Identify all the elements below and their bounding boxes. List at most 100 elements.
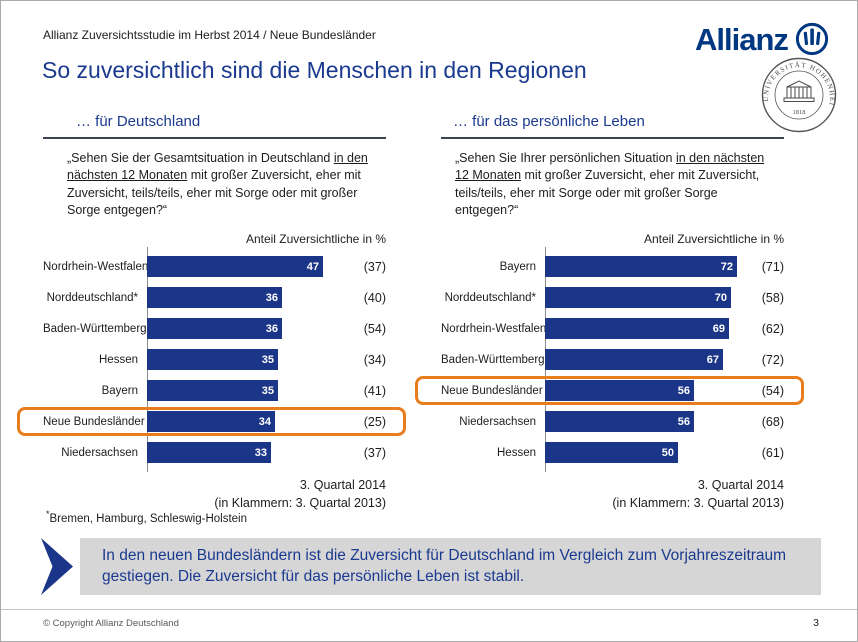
seal-year: 1818 <box>793 109 806 116</box>
bar-value-label: 56 <box>677 384 690 397</box>
chart-note: 3. Quartal 2014 (in Klammern: 3. Quartal… <box>214 478 386 510</box>
bar-value-label: 36 <box>265 322 278 335</box>
category-label: Norddeutschland* <box>444 291 536 304</box>
bar-value-label: 35 <box>261 353 274 366</box>
bar-track: 70 <box>545 287 738 308</box>
bar-track: 33 <box>147 442 340 463</box>
slide-footer: © Copyright Allianz Deutschland 3 <box>1 609 857 641</box>
category-label: Norddeutschland* <box>46 291 138 304</box>
chevron-right-icon <box>41 538 73 595</box>
bar-chart: Nordrhein-Westfalen 47 (37) Norddeutschland… <box>17 247 406 472</box>
chart-row: Hessen 50 (61) <box>441 437 784 468</box>
bar-track: 34 <box>147 411 340 432</box>
university-hohenheim-seal: UNIVERSITÄT HOHENHEIM 1818 <box>760 56 837 133</box>
category-label: Niedersachsen <box>459 415 536 428</box>
bar-value-label: 72 <box>720 260 733 273</box>
bar-track: 35 <box>147 380 340 401</box>
previous-year-value: (62) <box>761 321 784 336</box>
previous-year-value: (54) <box>363 321 386 336</box>
key-message-text: In den neuen Bundesländern ist die Zuver… <box>80 538 821 595</box>
previous-year-value: (37) <box>363 445 386 460</box>
category-label: Bayern <box>499 260 536 273</box>
chart-row: Baden-Württemberg 67 (72) <box>441 344 784 375</box>
chart-row: Norddeutschland* 36 (40) <box>43 282 386 313</box>
bar: 35 <box>147 349 278 370</box>
bar-track: 36 <box>147 287 340 308</box>
bar: 56 <box>545 411 694 432</box>
bar-value-label: 34 <box>258 415 271 428</box>
bar-track: 47 <box>147 256 340 277</box>
chart-row-highlighted: Neue Bundesländer 56 (54) <box>415 375 804 406</box>
bar-value-label: 47 <box>306 260 319 273</box>
previous-year-value: (61) <box>761 445 784 460</box>
bar-track: 50 <box>545 442 738 463</box>
allianz-circle-icon <box>795 22 829 56</box>
bar-track: 56 <box>545 380 738 401</box>
footnote: *Bremen, Hamburg, Schleswig-Holstein <box>46 509 248 525</box>
bar: 72 <box>545 256 737 277</box>
page-title: So zuversichtlich sind die Menschen in d… <box>42 57 587 83</box>
chart-panel-persoenliches-leben: … für das persönliche Leben „Sehen Sie I… <box>415 113 804 512</box>
bar: 36 <box>147 287 282 308</box>
category-label: Baden-Württemberg <box>441 353 545 366</box>
bar: 36 <box>147 318 282 339</box>
bar-track: 72 <box>545 256 738 277</box>
previous-year-value: (58) <box>761 290 784 305</box>
chart-note: 3. Quartal 2014 (in Klammern: 3. Quartal… <box>612 478 784 510</box>
previous-year-value: (37) <box>363 259 386 274</box>
chart-row-highlighted: Neue Bundesländer 34 (25) <box>17 406 406 437</box>
bar: 56 <box>545 380 694 401</box>
bar: 67 <box>545 349 723 370</box>
chart-row: Niedersachsen 33 (37) <box>43 437 386 468</box>
previous-year-value: (34) <box>363 352 386 367</box>
category-label: Neue Bundesländer <box>441 384 543 397</box>
chart-row: Bayern 72 (71) <box>441 251 784 282</box>
previous-year-value: (41) <box>363 383 386 398</box>
bar-track: 67 <box>545 349 738 370</box>
bar: 69 <box>545 318 729 339</box>
chart-row: Niedersachsen 56 (68) <box>441 406 784 437</box>
bar-value-label: 56 <box>677 415 690 428</box>
previous-year-value: (40) <box>363 290 386 305</box>
category-label: Hessen <box>497 446 536 459</box>
bar: 50 <box>545 442 678 463</box>
bar-value-label: 36 <box>265 291 278 304</box>
category-label: Hessen <box>99 353 138 366</box>
bar-track: 35 <box>147 349 340 370</box>
survey-question: „Sehen Sie der Gesamtsituation in Deutsc… <box>67 151 368 217</box>
allianz-logo: Allianz <box>695 22 829 56</box>
previous-year-value: (71) <box>761 259 784 274</box>
panel-title: … für Deutschland <box>43 113 386 139</box>
allianz-wordmark: Allianz <box>695 21 789 57</box>
chart-row: Nordrhein-Westfalen 47 (37) <box>43 251 386 282</box>
category-label: Niedersachsen <box>61 446 138 459</box>
bar-track: 56 <box>545 411 738 432</box>
bar: 70 <box>545 287 731 308</box>
previous-year-value: (72) <box>761 352 784 367</box>
chart-row: Hessen 35 (34) <box>43 344 386 375</box>
bar: 47 <box>147 256 323 277</box>
chart-row: Baden-Württemberg 36 (54) <box>43 313 386 344</box>
previous-year-value: (25) <box>363 414 386 429</box>
previous-year-value: (54) <box>761 383 784 398</box>
bar-chart: Bayern 72 (71) Norddeutschland* 70 (58) Nordrh… <box>415 247 804 472</box>
bar-value-label: 33 <box>254 446 267 459</box>
study-subtitle: Allianz Zuversichtsstudie im Herbst 2014… <box>43 28 376 42</box>
bar: 34 <box>147 411 275 432</box>
bar-value-label: 50 <box>661 446 674 459</box>
category-label: Bayern <box>101 384 138 397</box>
page-number: 3 <box>813 617 819 629</box>
chart-row: Norddeutschland* 70 (58) <box>441 282 784 313</box>
category-label: Neue Bundesländer <box>43 415 145 428</box>
bar-track: 69 <box>545 318 738 339</box>
category-label: Nordrhein-Westfalen <box>441 322 547 335</box>
chart-panel-deutschland: … für Deutschland „Sehen Sie der Gesamts… <box>17 113 406 512</box>
bar: 35 <box>147 380 278 401</box>
axis-label: Anteil Zuversichtliche in % <box>643 232 784 246</box>
category-label: Baden-Württemberg <box>43 322 147 335</box>
bar-value-label: 70 <box>714 291 727 304</box>
bar-value-label: 69 <box>712 322 725 335</box>
chart-row: Nordrhein-Westfalen 69 (62) <box>441 313 784 344</box>
bar-value-label: 67 <box>706 353 719 366</box>
key-message-callout: In den neuen Bundesländern ist die Zuver… <box>41 538 821 595</box>
